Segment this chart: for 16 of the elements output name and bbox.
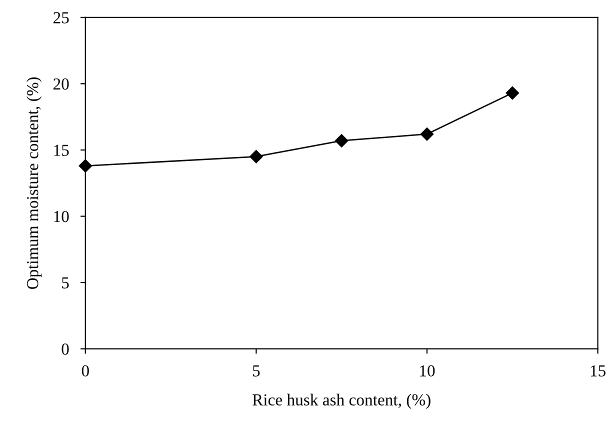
y-tick-label: 10 xyxy=(54,210,69,222)
x-tick-label: 15 xyxy=(590,365,606,376)
x-tick-label: 5 xyxy=(253,365,260,376)
y-tick-label: 20 xyxy=(53,78,69,90)
point xyxy=(250,150,263,164)
point xyxy=(506,86,519,100)
point xyxy=(335,134,348,148)
y-tick-label: 15 xyxy=(54,144,69,156)
x-tick-label: 10 xyxy=(420,365,435,376)
y-tick-label: 0 xyxy=(62,344,69,355)
y-axis-title: Optimum moisture content, (%) xyxy=(26,77,42,289)
x-axis-title: Rice husk ash content, (%) xyxy=(252,394,430,409)
x-tick-label: 0 xyxy=(82,365,89,376)
y-tick-label: 25 xyxy=(53,12,69,24)
y-tick-label: 5 xyxy=(62,277,69,288)
point xyxy=(420,127,434,141)
